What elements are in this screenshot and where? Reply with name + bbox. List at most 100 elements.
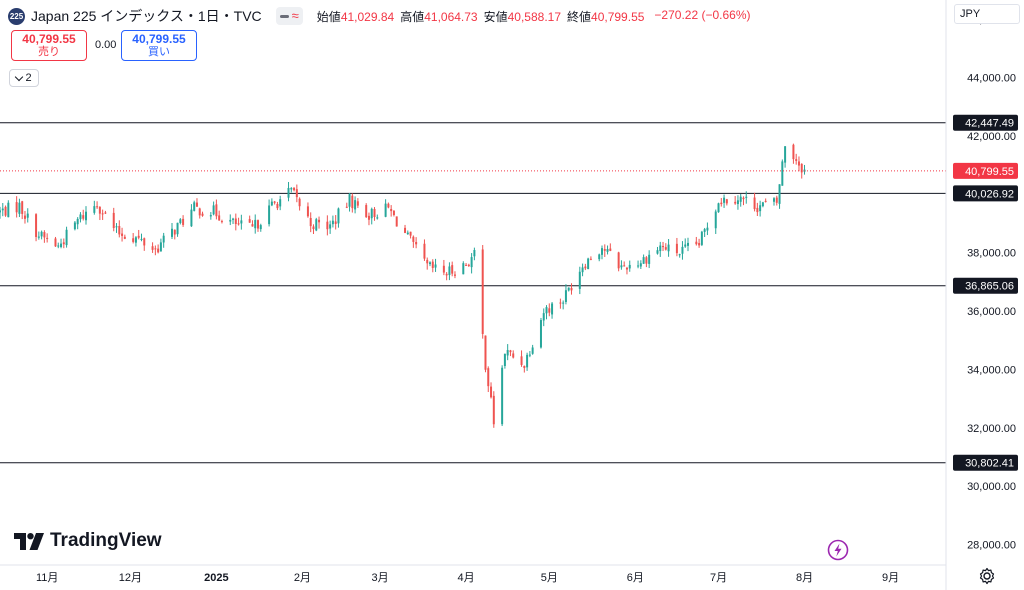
candle-body xyxy=(448,266,451,276)
price-tick-label: 42,000.00 xyxy=(967,131,1016,143)
tradingview-mark-icon xyxy=(14,532,44,550)
candle-body xyxy=(229,219,232,222)
candle-body xyxy=(434,264,437,268)
candle-body xyxy=(598,254,601,260)
candle-body xyxy=(700,231,703,245)
candle-body xyxy=(484,335,487,370)
candle-body xyxy=(714,211,717,229)
sell-button[interactable]: 40,799.55 売り xyxy=(11,30,87,61)
horizontal-lines[interactable]: 42,447.49 40,026.92 36,865.06 30,802.41 xyxy=(0,114,1018,471)
candle-body xyxy=(725,199,728,204)
candle-body xyxy=(218,215,221,221)
candle-body xyxy=(134,237,137,243)
candle-body xyxy=(684,244,687,247)
candle-body xyxy=(490,386,493,398)
candle-body xyxy=(503,353,506,367)
high-label: 高値 xyxy=(400,9,425,24)
level-price-label: 30,802.41 xyxy=(965,458,1014,470)
candle-body xyxy=(736,200,739,205)
candle-body xyxy=(309,217,312,227)
candle-body xyxy=(528,354,531,356)
candle-body xyxy=(159,242,162,252)
candle-body xyxy=(395,216,398,227)
candle-body xyxy=(276,203,279,209)
candle-body xyxy=(337,208,340,224)
candle-body xyxy=(118,226,121,235)
symbol-title[interactable]: Japan 225 インデックス・1日・TVC xyxy=(31,8,262,24)
candle-body xyxy=(481,249,484,334)
candle-body xyxy=(62,242,65,245)
candle-body xyxy=(703,229,706,232)
candle-body xyxy=(248,219,251,223)
candle-body xyxy=(717,203,720,213)
candle-body xyxy=(331,220,334,225)
candle-body xyxy=(392,210,395,216)
candle-body xyxy=(509,350,512,353)
time-tick-label: 5月 xyxy=(541,572,558,584)
candle-body xyxy=(797,161,800,166)
candle-body xyxy=(584,266,587,269)
candle-body xyxy=(57,245,60,247)
candle-body xyxy=(15,202,18,213)
candle-body xyxy=(678,254,681,256)
candle-body xyxy=(287,187,290,198)
last-price-tag xyxy=(953,162,1018,179)
candle-body xyxy=(662,245,665,248)
lightning-icon[interactable] xyxy=(827,539,849,561)
candle-body xyxy=(373,208,376,217)
candle-body xyxy=(121,233,124,236)
candle-body xyxy=(237,223,240,225)
candle-body xyxy=(775,197,778,203)
time-tick-label: 12月 xyxy=(119,572,142,584)
candle-body xyxy=(173,229,176,235)
indicators-toggle-button[interactable]: 2 xyxy=(9,69,39,87)
candle-body xyxy=(792,144,795,160)
price-tick-label: 36,000.00 xyxy=(967,306,1016,318)
candle-body xyxy=(1,208,4,211)
candle-body xyxy=(104,212,107,214)
candle-body xyxy=(290,188,293,190)
candle-body xyxy=(195,202,198,207)
level-price-label: 42,447.49 xyxy=(965,118,1014,130)
high-value: 41,064.73 xyxy=(424,9,478,24)
candle-body xyxy=(412,236,415,242)
candle-body xyxy=(523,365,526,368)
candle-body xyxy=(270,201,273,206)
candle-body xyxy=(745,196,748,198)
candle-body xyxy=(559,302,562,304)
candle-body xyxy=(348,194,351,207)
chevron-down-icon xyxy=(15,72,24,81)
price-tick-label: 30,000.00 xyxy=(967,481,1016,493)
indicator-count: 2 xyxy=(25,72,32,84)
candle-body xyxy=(259,225,262,230)
candle-body xyxy=(7,202,10,218)
candle-body xyxy=(453,274,456,276)
open-label: 始値 xyxy=(316,9,341,24)
candle-body xyxy=(520,356,523,365)
candle-body xyxy=(21,201,24,214)
candle-body xyxy=(171,228,173,237)
currency-selector[interactable]: JPY xyxy=(954,4,1020,24)
candle-body xyxy=(742,197,745,200)
candle-body xyxy=(753,197,756,210)
buy-button[interactable]: 40,799.55 買い xyxy=(121,30,197,61)
candle-body xyxy=(581,267,584,273)
gear-icon[interactable] xyxy=(978,567,996,585)
candle-body xyxy=(315,219,318,231)
candle-body xyxy=(609,248,612,251)
chart-header: 225 Japan 225 インデックス・1日・TVC ≈ 始値41,029.8… xyxy=(8,6,751,26)
candle-body xyxy=(501,367,504,425)
candle-body xyxy=(426,259,429,264)
candle-body xyxy=(354,200,357,210)
price-tick-label: 38,000.00 xyxy=(967,248,1016,260)
time-tick-label: 4月 xyxy=(458,572,475,584)
candle-body xyxy=(60,243,63,248)
last-price-marker: 40,799.55 xyxy=(0,162,1018,179)
candle-body xyxy=(257,220,259,229)
candle-body xyxy=(734,201,737,204)
tradingview-logo[interactable]: TradingView xyxy=(14,530,162,552)
level-price-label: 40,026.92 xyxy=(965,188,1014,200)
candle-body xyxy=(179,219,182,223)
legend-toggle-button[interactable]: ≈ xyxy=(275,7,303,25)
